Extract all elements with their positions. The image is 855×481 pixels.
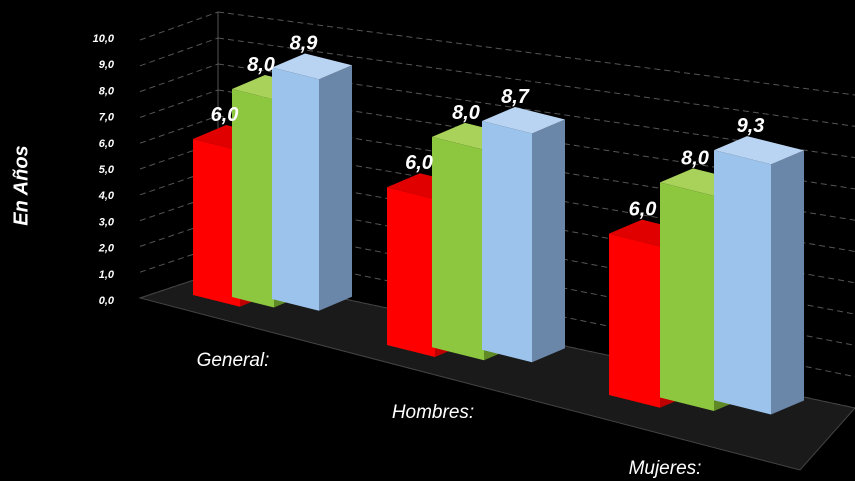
bar-side [771,150,804,415]
y-axis-label: En Años [10,144,33,226]
depth-gridline [139,115,219,144]
depth-gridline [139,89,219,118]
bar [714,136,804,415]
category-label: Hombres: [392,402,474,423]
bar-front [714,150,771,415]
value-label: 8,9 [290,33,319,55]
bar-front [609,233,660,408]
y-tick-label: 2,0 [98,243,115,255]
depth-gridline [139,219,219,247]
bar-front [387,187,435,357]
bar-side [319,65,352,311]
bar [272,53,352,311]
depth-gridline [139,193,219,222]
value-label: 8,0 [247,54,275,76]
depth-gridline [139,141,219,170]
value-labels: 6,0 8,0 8,9 6,0 8,0 8,7 6,0 8,0 9,3 [211,33,765,221]
bar [482,106,565,363]
depth-gridline [139,37,219,67]
gridline [217,37,855,127]
bars [193,53,804,415]
bar-front [482,120,532,363]
bar-front [272,67,319,311]
y-tick-label: 8,0 [99,85,115,97]
y-tick-label: 1,0 [99,269,115,281]
y-tick-label: 7,0 [99,112,115,124]
y-tick-label: 10,0 [93,33,115,45]
y-tick-label: 3,0 [99,216,115,228]
category-labels: General: Hombres: Mujeres: [197,350,702,479]
depth-gridline [139,245,219,273]
value-label: 6,0 [629,199,657,221]
y-tick-label: 9,0 [99,59,115,71]
gridline [217,11,855,96]
value-label: 6,0 [405,152,433,174]
category-label: Mujeres: [629,458,702,479]
bar-side [532,119,565,363]
depth-gridline [139,167,219,196]
value-label: 8,0 [452,102,480,124]
bar-front [232,88,274,308]
bar-top [482,106,565,134]
value-label: 8,0 [681,147,709,169]
depth-gridline [139,11,219,41]
chart-floor [138,271,855,471]
y-tick-label: 0,0 [99,295,115,307]
value-label: 9,3 [737,115,765,137]
y-axis-label-box: En Años [2,120,42,250]
y-tick-label: 6,0 [99,138,115,150]
bar-front [432,136,484,361]
gridline [217,63,855,159]
bar-front [660,182,714,412]
bar-top [272,53,352,80]
y-tick-label: 5,0 [99,164,115,176]
bar-top [714,136,804,165]
value-label: 8,7 [501,86,530,108]
category-label: General: [197,350,270,371]
y-tick-labels: 0,0 1,0 2,0 3,0 4,0 5,0 6,0 7,0 8,0 9,0 10,0 [93,33,115,307]
bar-front [193,139,240,307]
value-label: 6,0 [211,104,239,126]
depth-gridline [139,63,219,93]
y-tick-label: 4,0 [98,190,115,202]
